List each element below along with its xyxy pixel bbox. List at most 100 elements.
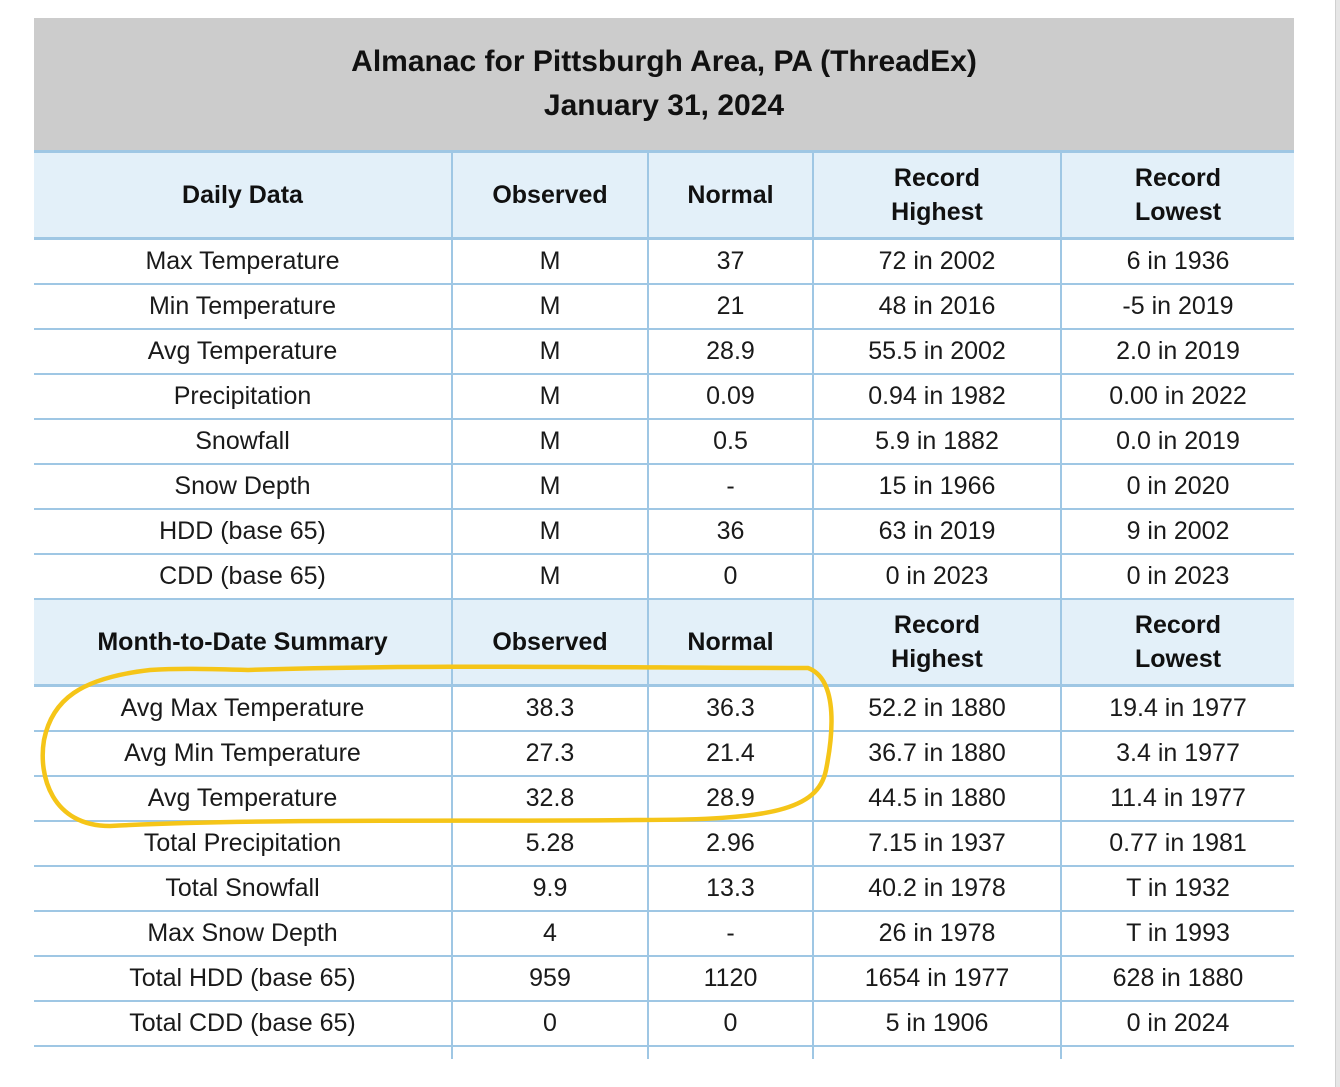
cell-record-lowest: 0.0 in 2019 xyxy=(1060,419,1294,465)
mtd-header-observed: Observed xyxy=(451,599,648,687)
cell-normal: 28.9 xyxy=(647,776,813,822)
row-label: Avg Temperature xyxy=(34,329,452,375)
cell-record-highest: 26 in 1978 xyxy=(812,911,1061,957)
table-row: Snow Depth M - 15 in 1966 0 in 2020 xyxy=(34,464,1294,510)
table-row: Avg Max Temperature 38.3 36.3 52.2 in 18… xyxy=(34,685,1294,732)
row-label: Avg Max Temperature xyxy=(34,685,452,732)
cell-record-highest: 1654 in 1977 xyxy=(812,956,1061,1002)
table-row: HDD (base 65) M 36 63 in 2019 9 in 2002 xyxy=(34,509,1294,555)
cell-observed: 38.3 xyxy=(451,685,648,732)
cell-record-highest: 40.2 in 1978 xyxy=(812,866,1061,912)
cell-normal: 21.4 xyxy=(647,731,813,777)
cell-record-lowest: -5 in 2019 xyxy=(1060,284,1294,330)
cell-record-lowest: 11.4 in 1977 xyxy=(1060,776,1294,822)
cell-normal: 2.96 xyxy=(647,821,813,867)
cell-record-highest: 72 in 2002 xyxy=(812,238,1061,285)
table-row: CDD (base 65) M 0 0 in 2023 0 in 2023 xyxy=(34,554,1294,600)
row-label: Max Temperature xyxy=(34,238,452,285)
cell-normal: - xyxy=(647,464,813,510)
table-row: Max Temperature M 37 72 in 2002 6 in 193… xyxy=(34,238,1294,285)
row-label: Max Snow Depth xyxy=(34,911,452,957)
cell-record-highest: 55.5 in 2002 xyxy=(812,329,1061,375)
cell-record-lowest: 6 in 1936 xyxy=(1060,238,1294,285)
header-text: Record Highest xyxy=(891,611,983,673)
mtd-header-label: Month-to-Date Summary xyxy=(34,599,452,687)
cell-normal: 1120 xyxy=(647,956,813,1002)
daily-header-normal: Normal xyxy=(647,150,813,240)
table-row: Snowfall M 0.5 5.9 in 1882 0.0 in 2019 xyxy=(34,419,1294,465)
cell-normal: 0 xyxy=(647,1001,813,1047)
table-row: Precipitation M 0.09 0.94 in 1982 0.00 i… xyxy=(34,374,1294,420)
table-row: Min Temperature M 21 48 in 2016 -5 in 20… xyxy=(34,284,1294,330)
row-label: Precipitation xyxy=(34,374,452,420)
cell-record-highest: 5 in 1906 xyxy=(812,1001,1061,1047)
header-text: Record Lowest xyxy=(1134,611,1222,673)
table-row: Avg Temperature M 28.9 55.5 in 2002 2.0 … xyxy=(34,329,1294,375)
cell-record-highest: 7.15 in 1937 xyxy=(812,821,1061,867)
cell-record-lowest: T in 1993 xyxy=(1060,911,1294,957)
row-label: Total Precipitation xyxy=(34,821,452,867)
cell-normal: - xyxy=(647,911,813,957)
cell-normal: 21 xyxy=(647,284,813,330)
cell-record-highest: 52.2 in 1880 xyxy=(812,685,1061,732)
cell-observed: M xyxy=(451,374,648,420)
cell-normal: 13.3 xyxy=(647,866,813,912)
cell-observed: 27.3 xyxy=(451,731,648,777)
cell-record-lowest: 0.00 in 2022 xyxy=(1060,374,1294,420)
table-row: Total CDD (base 65) 0 0 5 in 1906 0 in 2… xyxy=(34,1001,1294,1047)
daily-header-record-lowest: Record Lowest xyxy=(1060,150,1294,240)
cell-observed: 0 xyxy=(451,1001,648,1047)
row-label: Total CDD (base 65) xyxy=(34,1001,452,1047)
table-row: Avg Min Temperature 27.3 21.4 36.7 in 18… xyxy=(34,731,1294,777)
cell-record-lowest: 0 in 2023 xyxy=(1060,554,1294,600)
cell-record-lowest: 3.4 in 1977 xyxy=(1060,731,1294,777)
table-row: Max Snow Depth 4 - 26 in 1978 T in 1993 xyxy=(34,911,1294,957)
cell-record-lowest: 0 in 2020 xyxy=(1060,464,1294,510)
row-label: Avg Temperature xyxy=(34,776,452,822)
cell-observed: M xyxy=(451,329,648,375)
cell-record-highest: 36.7 in 1880 xyxy=(812,731,1061,777)
cell-normal: 0 xyxy=(647,554,813,600)
cell-record-lowest: 0 in 2024 xyxy=(1060,1001,1294,1047)
table-row: Total Snowfall 9.9 13.3 40.2 in 1978 T i… xyxy=(34,866,1294,912)
cell-observed: M xyxy=(451,464,648,510)
cell-normal: 0.09 xyxy=(647,374,813,420)
cell-observed: 9.9 xyxy=(451,866,648,912)
cell-record-lowest: 628 in 1880 xyxy=(1060,956,1294,1002)
table-row: Avg Temperature 32.8 28.9 44.5 in 1880 1… xyxy=(34,776,1294,822)
table-row: Total HDD (base 65) 959 1120 1654 in 197… xyxy=(34,956,1294,1002)
cell-normal: 36.3 xyxy=(647,685,813,732)
almanac-table-container: Almanac for Pittsburgh Area, PA (ThreadE… xyxy=(34,18,1294,1059)
table-row: Total Precipitation 5.28 2.96 7.15 in 19… xyxy=(34,821,1294,867)
header-text: Record Highest xyxy=(891,164,983,226)
almanac-title-box: Almanac for Pittsburgh Area, PA (ThreadE… xyxy=(34,18,1294,150)
row-label: Snowfall xyxy=(34,419,452,465)
cell-observed: M xyxy=(451,238,648,285)
cell-observed: M xyxy=(451,419,648,465)
cell-normal: 37 xyxy=(647,238,813,285)
cell-observed: 4 xyxy=(451,911,648,957)
cell-record-highest: 48 in 2016 xyxy=(812,284,1061,330)
daily-header-label: Daily Data xyxy=(34,150,452,240)
cell-observed: M xyxy=(451,554,648,600)
cell-observed: M xyxy=(451,284,648,330)
mtd-header-record-lowest: Record Lowest xyxy=(1060,599,1294,687)
cell-normal: 28.9 xyxy=(647,329,813,375)
row-label: HDD (base 65) xyxy=(34,509,452,555)
cell-record-highest: 5.9 in 1882 xyxy=(812,419,1061,465)
cell-normal: 0.5 xyxy=(647,419,813,465)
mtd-header-record-highest: Record Highest xyxy=(812,599,1061,687)
almanac-table: Daily Data Observed Normal Record Highes… xyxy=(34,150,1294,1059)
table-row-cutoff xyxy=(34,1046,1294,1059)
cell-record-lowest: 2.0 in 2019 xyxy=(1060,329,1294,375)
cell-record-highest: 15 in 1966 xyxy=(812,464,1061,510)
cell-observed: M xyxy=(451,509,648,555)
cell-record-highest: 0.94 in 1982 xyxy=(812,374,1061,420)
mtd-header-row: Month-to-Date Summary Observed Normal Re… xyxy=(34,599,1294,687)
cell-record-lowest: 9 in 2002 xyxy=(1060,509,1294,555)
almanac-title: Almanac for Pittsburgh Area, PA (ThreadE… xyxy=(351,45,977,78)
cell-observed: 5.28 xyxy=(451,821,648,867)
header-text: Record Lowest xyxy=(1134,164,1222,226)
row-label: Avg Min Temperature xyxy=(34,731,452,777)
row-label: Total Snowfall xyxy=(34,866,452,912)
